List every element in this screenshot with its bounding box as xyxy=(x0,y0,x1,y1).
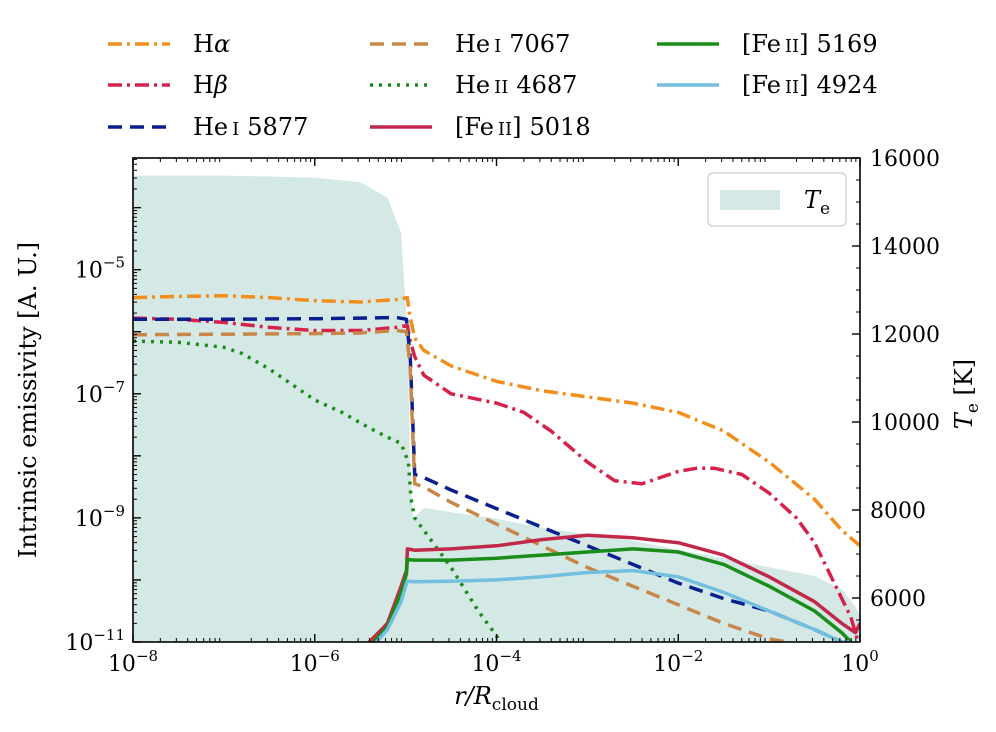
y2-tick-label: 10000 xyxy=(870,411,940,436)
y2-axis-label-main: T xyxy=(950,411,978,429)
shade-legend: Te xyxy=(707,172,847,227)
x-tick-label: 10−6 xyxy=(290,647,340,677)
series-line-6 xyxy=(372,547,853,642)
y-tick-label: 10−7 xyxy=(75,378,125,408)
legend-label: He II 4687 xyxy=(455,71,577,99)
x-axis-label-sub: cloud xyxy=(492,695,539,715)
plot-area xyxy=(132,157,861,643)
legend-label: He I 7067 xyxy=(455,30,570,58)
temperature-area xyxy=(133,175,860,642)
y2-tick-label: 12000 xyxy=(870,323,940,348)
series-line-1 xyxy=(133,316,860,642)
legend-top: Hα Hβ He I 5877 He I 7067 He II 4687 [Fe II] 5018 [Fe I… xyxy=(108,30,878,141)
series-line-2 xyxy=(133,315,843,642)
y2-axis-label-unit: [K] xyxy=(950,359,978,403)
shade-legend-swatch xyxy=(720,190,780,210)
series-line-3 xyxy=(133,328,788,642)
series-line-7 xyxy=(375,568,850,642)
y2-tick-label: 14000 xyxy=(870,235,940,260)
shade-legend-label: Te xyxy=(804,186,830,219)
y2-tick-label: 8000 xyxy=(870,499,926,524)
y-tick-label: 10−11 xyxy=(65,626,125,656)
y-tick-label: 10−5 xyxy=(75,254,125,284)
y-axis-label: Intrinsic emissivity [A. U.] xyxy=(14,242,42,558)
y-axis-left: 10−11 10−9 10−7 10−5 xyxy=(65,158,141,656)
x-tick-label: 100 xyxy=(841,647,879,677)
x-tick-label: 10−2 xyxy=(653,647,703,677)
x-axis-label-main: r/R xyxy=(454,682,492,710)
legend-label: He I 5877 xyxy=(193,113,308,141)
x-tick-label: 10−8 xyxy=(108,647,158,677)
legend-label: [Fe II] 5018 xyxy=(455,113,591,141)
y2-axis-label-sub: e xyxy=(963,403,983,413)
legend-label: Hα xyxy=(193,30,230,58)
temperature-shade-layer xyxy=(133,175,860,642)
series-layer xyxy=(133,294,860,642)
x-axis: 10−8 10−6 10−4 10−2 100 xyxy=(108,158,879,677)
y2-tick-label: 16000 xyxy=(870,147,940,172)
y2-axis-label: Te [K] xyxy=(950,359,983,429)
x-tick-label: 10−4 xyxy=(471,647,521,677)
y-axis-right: 6000 8000 10000 12000 14000 16000 xyxy=(852,147,940,643)
legend-label: Hβ xyxy=(193,71,228,99)
legend-label: [Fe II] 5169 xyxy=(742,30,878,58)
y-tick-label: 10−9 xyxy=(75,502,125,532)
legend-label: [Fe II] 4924 xyxy=(742,71,878,99)
y2-tick-label: 6000 xyxy=(870,587,926,612)
x-axis-label: r/Rcloud xyxy=(454,682,539,715)
